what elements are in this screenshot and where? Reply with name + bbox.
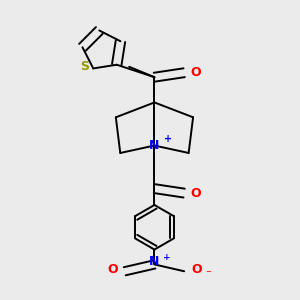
Text: O: O bbox=[107, 263, 118, 276]
Text: N: N bbox=[149, 255, 160, 268]
Text: S: S bbox=[80, 61, 89, 74]
Text: O: O bbox=[190, 187, 201, 200]
Text: ⁻: ⁻ bbox=[206, 268, 212, 279]
Text: O: O bbox=[191, 263, 202, 276]
Text: O: O bbox=[190, 66, 201, 79]
Text: +: + bbox=[163, 253, 171, 262]
Text: N: N bbox=[149, 139, 160, 152]
Text: +: + bbox=[164, 134, 172, 144]
